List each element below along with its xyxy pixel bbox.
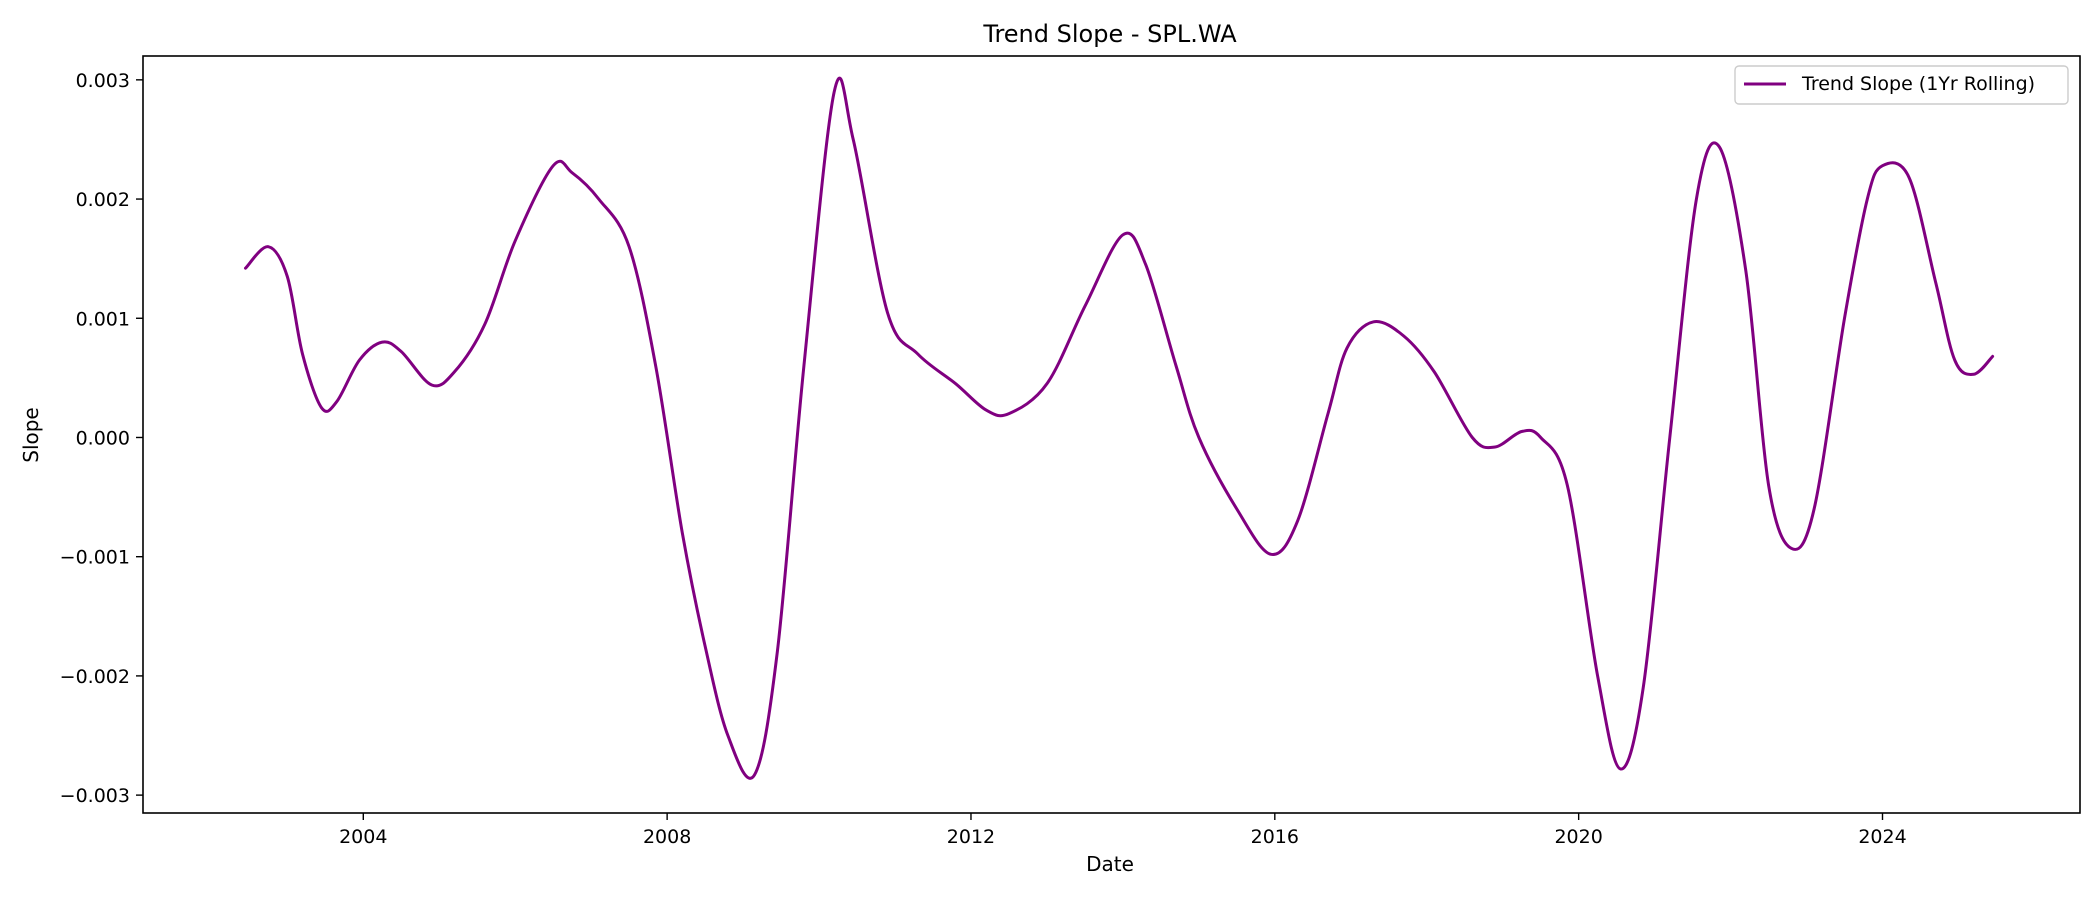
y-tick-label: 0.002	[76, 189, 130, 211]
y-tick-label: −0.002	[60, 666, 130, 688]
legend: Trend Slope (1Yr Rolling)	[1734, 65, 2069, 105]
x-tick-label: 2024	[1858, 826, 1906, 848]
y-tick-label: 0.001	[76, 308, 130, 330]
y-tick-label: 0.000	[76, 427, 130, 449]
x-tick-label: 2016	[1251, 826, 1299, 848]
plot-area-frame	[142, 55, 2081, 814]
x-tick-label: 2004	[339, 826, 387, 848]
series-layer	[244, 76, 1995, 780]
y-axis-label: Slope	[19, 407, 43, 463]
x-tick-label: 2012	[947, 826, 995, 848]
legend-box	[1734, 65, 2069, 105]
x-axis-label: Date	[1086, 852, 1134, 876]
y-tick-label: −0.001	[60, 547, 130, 569]
legend-label: Trend Slope (1Yr Rolling)	[1801, 73, 2035, 95]
x-tick-label: 2020	[1554, 826, 1602, 848]
y-axis-ticks: −0.003 −0.002 −0.001 0.000 0.001 0.002 0.003	[60, 70, 143, 807]
y-tick-label: −0.003	[60, 785, 130, 807]
x-tick-label: 2008	[643, 826, 691, 848]
x-axis-ticks: 2004 2008 2012 2016 2020 2024	[339, 813, 1907, 848]
series-line-trend-slope	[244, 76, 1995, 780]
chart-title: Trend Slope - SPL.WA	[982, 20, 1237, 48]
y-tick-label: 0.003	[76, 70, 130, 92]
